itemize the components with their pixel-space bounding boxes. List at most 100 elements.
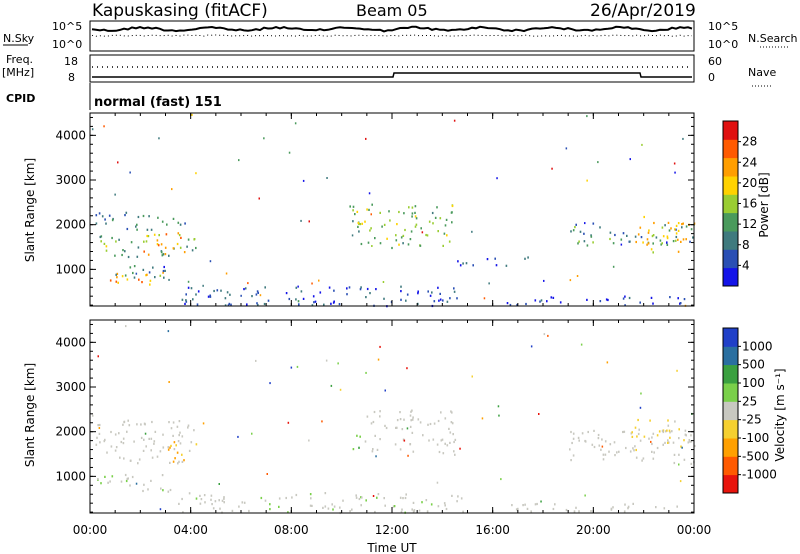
data-cell xyxy=(97,478,99,481)
data-cell xyxy=(651,235,654,238)
data-cell xyxy=(442,244,444,247)
data-cell xyxy=(111,219,114,222)
data-cell xyxy=(625,446,627,450)
data-cell xyxy=(379,415,381,418)
data-cell xyxy=(429,422,432,426)
data-cell xyxy=(95,214,98,217)
data-cell xyxy=(515,508,518,511)
data-cell xyxy=(605,298,608,301)
data-cell xyxy=(677,222,680,225)
data-cell xyxy=(428,220,431,223)
data-cell xyxy=(405,299,407,302)
data-cell xyxy=(398,210,400,214)
noise-cell xyxy=(471,375,473,378)
noise-cell xyxy=(682,137,684,140)
data-cell xyxy=(374,434,376,437)
data-cell xyxy=(421,501,423,504)
y-tick-label: 2000 xyxy=(55,425,86,439)
data-cell xyxy=(446,234,448,237)
data-cell xyxy=(156,239,159,242)
data-cell xyxy=(444,504,446,507)
data-cell xyxy=(536,502,538,506)
data-cell xyxy=(181,497,183,501)
noise-cell xyxy=(569,279,572,282)
colorbar-segment xyxy=(723,121,738,140)
noise-cell xyxy=(218,483,220,485)
data-cell xyxy=(399,418,402,421)
data-cell xyxy=(163,265,165,269)
data-cell xyxy=(146,234,148,238)
data-cell xyxy=(433,422,436,425)
data-cell xyxy=(391,246,393,250)
data-cell xyxy=(101,215,104,218)
noise-cell xyxy=(421,231,424,234)
noise-cell xyxy=(297,285,299,288)
velocity-colorbar: 1000 500 100 25 -25 -100 -500 -1000 xyxy=(722,327,777,494)
x-tick-label: 12:00 xyxy=(375,523,410,537)
power-panel: 4000 3000 2000 1000 Slant Range [km] xyxy=(23,112,696,308)
data-cell xyxy=(114,433,117,436)
data-cell xyxy=(370,227,372,230)
data-cell xyxy=(653,221,655,225)
data-cell xyxy=(525,302,527,306)
data-cell xyxy=(428,439,430,442)
data-cell xyxy=(354,213,356,216)
noise-cell xyxy=(666,241,668,244)
data-cell xyxy=(193,238,195,241)
data-cell xyxy=(539,300,541,303)
data-cell xyxy=(145,445,147,448)
noise-cell xyxy=(681,446,683,449)
noise-cell xyxy=(497,405,500,408)
data-cell xyxy=(138,458,141,461)
noise-cell xyxy=(258,197,260,200)
data-cell xyxy=(422,434,424,437)
data-cell xyxy=(685,434,687,437)
data-cell xyxy=(131,475,134,479)
data-cell xyxy=(417,302,419,305)
data-cell xyxy=(210,494,213,497)
data-cell xyxy=(169,461,171,464)
data-cell xyxy=(338,303,341,306)
data-cell xyxy=(129,266,132,269)
data-cell xyxy=(668,441,670,444)
data-cell xyxy=(125,479,128,483)
x-tick-label: 08:00 xyxy=(274,523,309,537)
data-cell xyxy=(431,211,434,215)
data-cell xyxy=(122,249,124,252)
y-tick-label: 2000 xyxy=(55,218,86,232)
data-cell xyxy=(182,511,184,514)
data-cell xyxy=(665,430,667,433)
data-cell xyxy=(204,501,206,504)
data-cell xyxy=(238,505,240,508)
data-cell xyxy=(136,228,138,231)
data-cell xyxy=(137,462,139,465)
data-cell xyxy=(586,244,589,247)
data-cell xyxy=(124,274,127,277)
data-cell xyxy=(642,241,644,244)
data-cell xyxy=(640,236,643,239)
data-cell xyxy=(154,430,157,433)
data-cell xyxy=(195,443,198,446)
noise-cell xyxy=(191,113,193,116)
data-cell xyxy=(639,301,641,304)
data-cell xyxy=(110,445,113,448)
nsky-tick-top: 10^5 xyxy=(52,20,82,33)
data-cell xyxy=(181,435,184,438)
noise-cell xyxy=(92,414,94,417)
data-cell xyxy=(677,238,679,241)
data-cell xyxy=(196,303,199,306)
data-cell xyxy=(655,506,657,509)
data-cell xyxy=(552,296,555,299)
data-cell xyxy=(451,204,454,208)
data-cell xyxy=(322,506,324,509)
data-cell xyxy=(690,462,693,465)
data-cell xyxy=(668,429,671,432)
data-cell xyxy=(590,235,593,238)
data-cell xyxy=(565,508,568,512)
data-cell xyxy=(400,285,402,288)
data-cell xyxy=(661,226,664,229)
x-tick-label: 20:00 xyxy=(576,523,611,537)
noise-cell xyxy=(337,362,339,365)
data-cell xyxy=(432,438,435,441)
data-cell xyxy=(652,302,654,305)
